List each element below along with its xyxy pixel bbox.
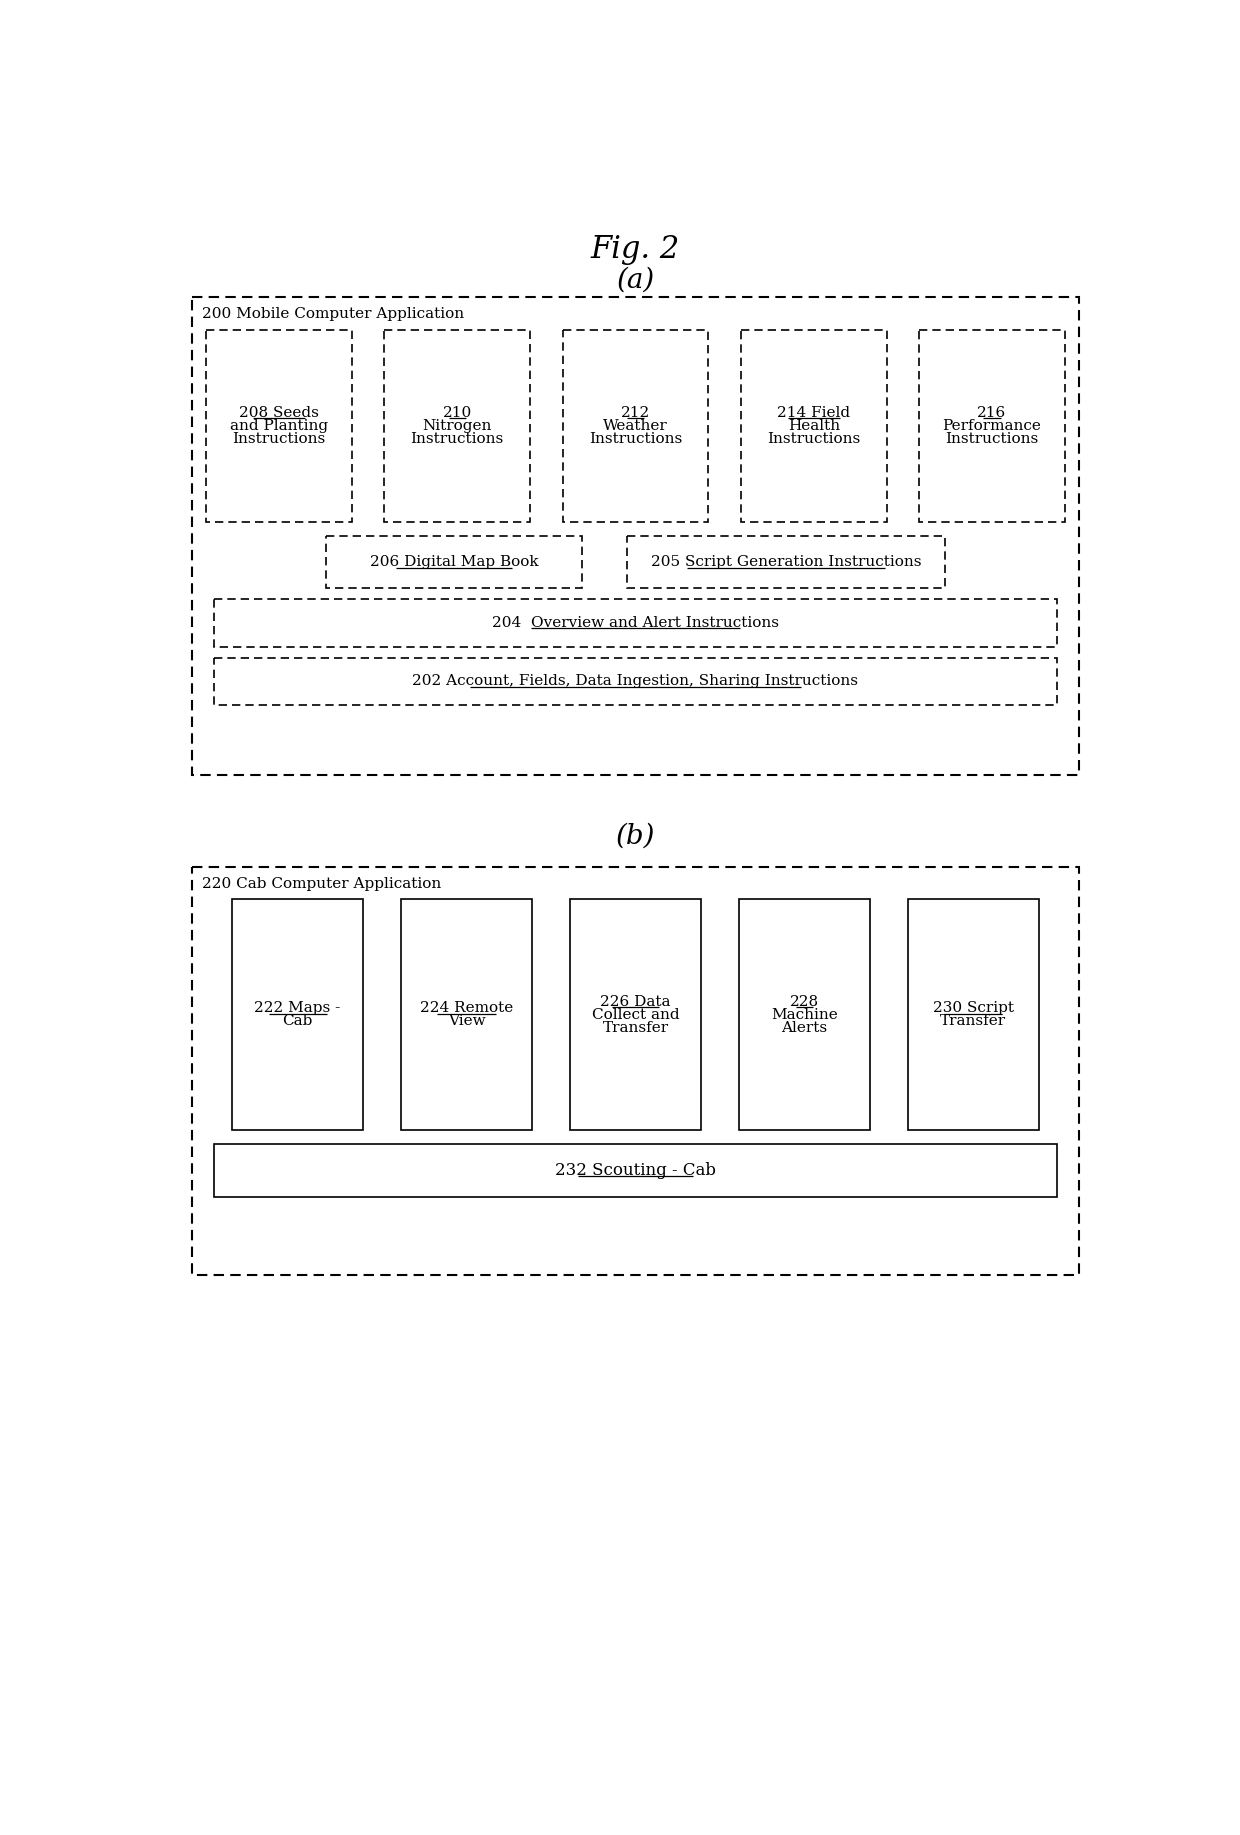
Text: Instructions: Instructions [232, 431, 326, 446]
Text: 202 Account, Fields, Data Ingestion, Sharing Instructions: 202 Account, Fields, Data Ingestion, Sha… [413, 675, 858, 688]
Text: (b): (b) [616, 822, 655, 850]
Text: Nitrogen: Nitrogen [423, 418, 492, 433]
Bar [232, 899, 363, 1130]
Text: 232 Scouting - Cab: 232 Scouting - Cab [556, 1162, 715, 1178]
Text: 216: 216 [977, 406, 1007, 420]
Text: 200 Mobile Computer Application: 200 Mobile Computer Application [201, 306, 464, 321]
Text: Collect and: Collect and [591, 1007, 680, 1022]
Text: (a): (a) [616, 266, 655, 294]
Bar [742, 330, 887, 521]
Bar [908, 899, 1039, 1130]
Text: Instructions: Instructions [768, 431, 861, 446]
Text: Instructions: Instructions [589, 431, 682, 446]
Text: 206 Digital Map Book: 206 Digital Map Book [370, 554, 538, 569]
Text: 205 Script Generation Instructions: 205 Script Generation Instructions [651, 554, 921, 569]
Bar [192, 866, 1079, 1275]
Bar [215, 657, 1058, 705]
Text: Machine: Machine [771, 1007, 838, 1022]
Bar [326, 536, 582, 589]
Text: 226 Data: 226 Data [600, 995, 671, 1009]
Bar [206, 330, 352, 521]
Bar [215, 1145, 1058, 1196]
Text: 230 Script: 230 Script [932, 1002, 1014, 1015]
Bar [563, 330, 708, 521]
Text: 210: 210 [443, 406, 472, 420]
Text: Alerts: Alerts [781, 1020, 827, 1035]
Bar [627, 536, 945, 589]
Text: Transfer: Transfer [940, 1015, 1007, 1028]
Text: Instructions: Instructions [410, 431, 503, 446]
Bar [919, 330, 1065, 521]
Text: Health: Health [787, 418, 839, 433]
Bar [215, 598, 1058, 646]
Text: 220 Cab Computer Application: 220 Cab Computer Application [201, 877, 440, 892]
Bar [384, 330, 531, 521]
Text: Fig. 2: Fig. 2 [591, 233, 680, 264]
Text: 204  Overview and Alert Instructions: 204 Overview and Alert Instructions [492, 617, 779, 629]
Text: Performance: Performance [942, 418, 1042, 433]
Text: 208 Seeds: 208 Seeds [239, 406, 319, 420]
Text: 212: 212 [621, 406, 650, 420]
Text: 222 Maps -: 222 Maps - [254, 1002, 341, 1015]
Text: 214 Field: 214 Field [777, 406, 851, 420]
Text: 224 Remote: 224 Remote [420, 1002, 513, 1015]
Bar [401, 899, 532, 1130]
Text: Transfer: Transfer [603, 1020, 668, 1035]
Text: Weather: Weather [603, 418, 668, 433]
Text: 228: 228 [790, 995, 818, 1009]
Text: and Planting: and Planting [229, 418, 329, 433]
Bar [192, 297, 1079, 774]
Bar [739, 899, 870, 1130]
Text: Instructions: Instructions [945, 431, 1039, 446]
Text: View: View [448, 1015, 485, 1028]
Bar [569, 899, 702, 1130]
Text: Cab: Cab [283, 1015, 312, 1028]
